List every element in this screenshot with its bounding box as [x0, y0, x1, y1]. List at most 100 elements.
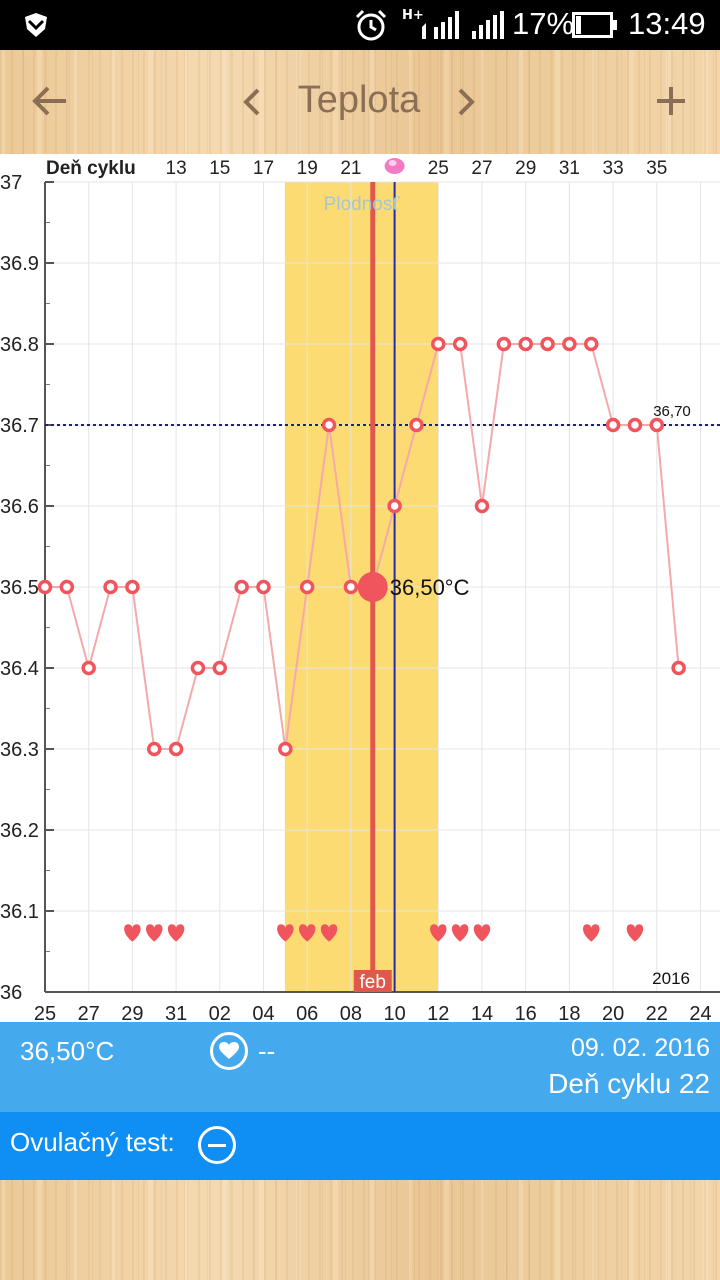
temperature-point[interactable]: [671, 660, 686, 676]
ovulation-test-button[interactable]: [198, 1126, 236, 1164]
temperature-point[interactable]: [409, 417, 424, 433]
temperature-point[interactable]: [147, 741, 162, 757]
y-tick-label: 36: [0, 982, 22, 1004]
x-tick-label: 27: [78, 1003, 100, 1022]
y-tick-label: 36.3: [0, 739, 39, 761]
battery-icon: [572, 12, 617, 38]
temperature-point[interactable]: [627, 417, 643, 433]
minus-icon: [208, 1143, 226, 1147]
ovulation-marker-highlight: [388, 160, 397, 166]
chevron-right-icon: [458, 88, 475, 116]
temperature-point[interactable]: [518, 336, 533, 352]
network-type-label: H+: [402, 8, 424, 23]
x-tick-label: 29: [121, 1003, 143, 1022]
temperature-point[interactable]: [168, 741, 184, 757]
cycle-day-label: 21: [340, 158, 361, 179]
temperature-point[interactable]: [256, 579, 271, 595]
temperature-point[interactable]: [584, 336, 599, 352]
x-tick-label: 22: [646, 1003, 668, 1022]
back-arrow-icon: [32, 86, 66, 116]
cycle-day-label: 13: [166, 158, 187, 179]
temperature-point[interactable]: [103, 579, 118, 595]
heart-icon: [219, 1042, 239, 1059]
x-tick-label: 20: [602, 1003, 624, 1022]
y-tick-label: 37: [0, 172, 22, 194]
selected-date: 09. 02. 2016: [570, 1034, 710, 1062]
cycle-day-label: 33: [603, 158, 624, 179]
y-tick-label: 36.6: [0, 496, 39, 518]
temperature-point[interactable]: [125, 579, 140, 595]
sex-toggle-button[interactable]: [210, 1032, 248, 1070]
shield-icon: [25, 13, 47, 37]
temperature-chart[interactable]: Plodnosť 36 36.1 36.2 36.3 36.4 36.5 36.6 36.7 36…: [0, 154, 720, 1022]
x-tick-label: 14: [471, 1003, 493, 1022]
x-tick-label: 10: [383, 1003, 405, 1022]
temperature-point[interactable]: [81, 660, 96, 676]
temperature-point[interactable]: [605, 417, 621, 433]
cycle-day-label: 29: [515, 158, 536, 179]
temperature-point[interactable]: [452, 336, 468, 352]
heart-icon: [626, 924, 644, 942]
temperature-point[interactable]: [387, 498, 402, 514]
temperature-point[interactable]: [431, 336, 446, 352]
temperature-point[interactable]: [190, 660, 206, 676]
cycle-day-label: 19: [297, 158, 318, 179]
heart-icon: [473, 924, 491, 942]
x-tick-label: 08: [340, 1003, 362, 1022]
cycle-day: Deň cyklu 22: [548, 1068, 710, 1099]
temperature-point[interactable]: [234, 579, 249, 595]
temperature-point[interactable]: [649, 417, 665, 433]
heart-icon: [430, 924, 447, 942]
x-tick-label: 18: [558, 1003, 580, 1022]
back-button[interactable]: [22, 76, 78, 126]
x-tick-label: 24: [689, 1003, 711, 1022]
threshold-label: 36,70: [653, 403, 691, 420]
ovulation-test-label: Ovulačný test:: [10, 1127, 175, 1157]
battery-percent: 17%: [512, 6, 575, 41]
x-tick-label: 31: [165, 1003, 187, 1022]
temperature-point[interactable]: [496, 336, 512, 352]
page-title: Teplota: [297, 79, 421, 121]
chart-canvas[interactable]: Plodnosť 36 36.1 36.2 36.3 36.4 36.5 36.6 36.7 36…: [0, 154, 720, 1022]
sex-value: --: [258, 1036, 276, 1066]
y-tick-label: 36.8: [0, 334, 39, 356]
month-label-background: [353, 970, 392, 992]
temperature-point[interactable]: [299, 579, 315, 595]
temperature-point[interactable]: [59, 579, 75, 595]
temperature-point[interactable]: [474, 498, 490, 514]
cycle-day-label: 15: [209, 158, 230, 179]
temperature-point[interactable]: [321, 417, 337, 433]
x-tick-label: 16: [515, 1003, 537, 1022]
heart-icon: [167, 924, 185, 942]
x-tick-label: 25: [34, 1003, 56, 1022]
x-tick-label: 02: [209, 1003, 231, 1022]
heart-icon: [320, 924, 338, 942]
temperature-point[interactable]: [278, 741, 293, 757]
info-bar: 36,50°C -- 09. 02. 2016 Deň cyklu 22: [0, 1022, 720, 1112]
y-tick-label: 36.1: [0, 901, 39, 923]
heart-icon: [298, 924, 316, 942]
alarm-icon: [355, 9, 387, 41]
next-button[interactable]: [446, 78, 486, 126]
bottom-background: [0, 1180, 720, 1280]
heart-icon: [583, 924, 600, 942]
temperature-point[interactable]: [37, 579, 53, 595]
temperature-point[interactable]: [212, 660, 228, 676]
selected-temperature-point[interactable]: [357, 572, 388, 602]
add-button[interactable]: [644, 76, 698, 126]
fertile-label: Plodnosť: [324, 194, 401, 215]
month-label: feb: [360, 972, 386, 993]
temperature-point[interactable]: [343, 579, 359, 595]
previous-button[interactable]: [232, 78, 272, 126]
y-tick-label: 36.2: [0, 820, 39, 842]
y-tick-label: 36.9: [0, 253, 39, 275]
x-tick-label: 06: [296, 1003, 318, 1022]
clock: 13:49: [628, 6, 706, 41]
signal-icon: [472, 11, 504, 39]
heart-icon: [451, 924, 469, 942]
status-bar: H+ 17% 13:49: [0, 0, 720, 50]
temperature-point[interactable]: [562, 336, 577, 352]
x-tick-label: 12: [427, 1003, 449, 1022]
temperature-point[interactable]: [540, 336, 555, 352]
cycle-day-axis-title: Deň cyklu: [46, 158, 136, 179]
